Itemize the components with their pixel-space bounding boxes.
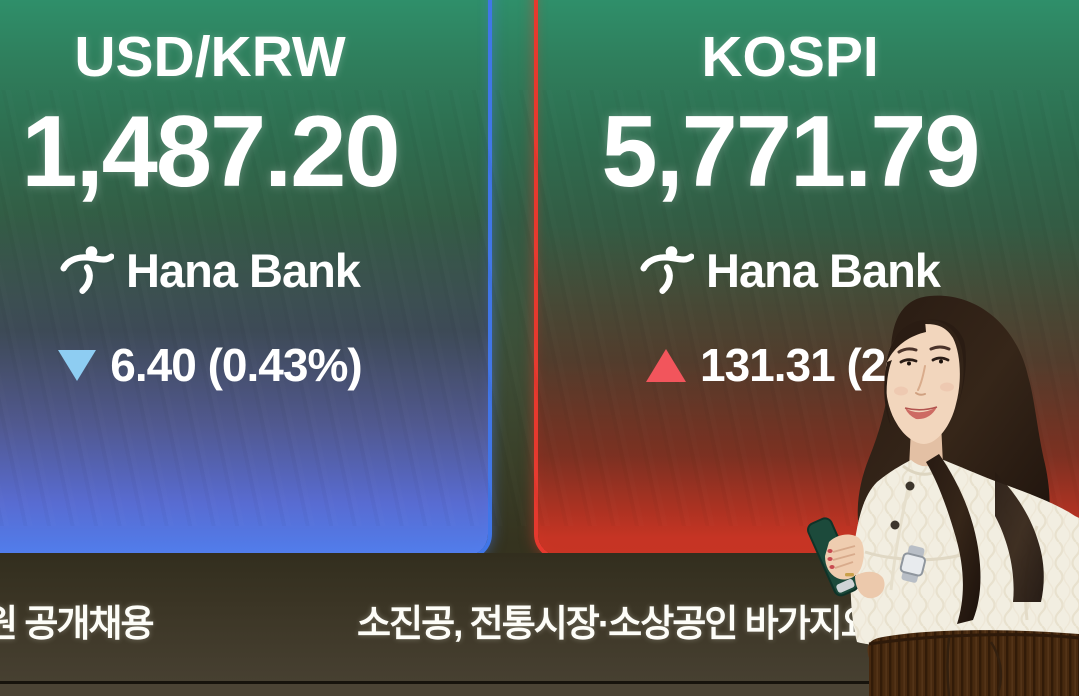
usdkrw-change-text: 6.40 (0.43%) bbox=[110, 339, 362, 391]
watch bbox=[899, 545, 927, 583]
kospi-brand-label: Hana Bank bbox=[706, 244, 941, 297]
kospi-brand-row: Hana Bank bbox=[560, 243, 1020, 298]
ring bbox=[845, 573, 854, 577]
lips bbox=[905, 407, 937, 420]
nail bbox=[827, 549, 833, 553]
usdkrw-brand-label: Hana Bank bbox=[126, 244, 361, 297]
usdkrw-title: USD/KRW bbox=[74, 25, 346, 89]
usdkrw-content: USD/KRW 1,487.20 Hana Bank 6.40 (0.43%) bbox=[0, 0, 440, 553]
kospi-title: KOSPI bbox=[701, 25, 879, 89]
nail bbox=[829, 565, 835, 569]
usdkrw-change-row: 6.40 (0.43%) bbox=[0, 338, 440, 392]
face bbox=[885, 324, 960, 444]
eyebrow bbox=[897, 347, 918, 354]
blue-glow bbox=[0, 0, 488, 556]
hair-strands bbox=[926, 454, 1044, 624]
triangle-up-icon bbox=[646, 348, 686, 382]
ticker-left-text: 원 공개채용 bbox=[0, 603, 154, 644]
nail bbox=[827, 557, 833, 561]
eye bbox=[899, 358, 918, 364]
usdkrw-brand-row: Hana Bank bbox=[0, 243, 440, 298]
button bbox=[905, 481, 915, 491]
woman-foreground bbox=[807, 295, 1079, 696]
usdkrw-value: 1,487.20 bbox=[21, 96, 400, 208]
screen-bezel bbox=[0, 681, 1079, 696]
hana-bank-logo-icon bbox=[60, 245, 115, 294]
hands bbox=[825, 534, 885, 599]
eyebrow bbox=[929, 345, 951, 351]
nose bbox=[917, 365, 926, 391]
kospi-value: 5,771.79 bbox=[601, 96, 980, 208]
eye bbox=[931, 356, 950, 362]
hana-bank-logo-icon bbox=[640, 245, 695, 294]
pants bbox=[867, 630, 1079, 696]
triangle-down-icon bbox=[58, 349, 97, 381]
front-hair bbox=[884, 319, 966, 426]
usdkrw-panel bbox=[0, 0, 492, 560]
button bbox=[890, 520, 900, 530]
